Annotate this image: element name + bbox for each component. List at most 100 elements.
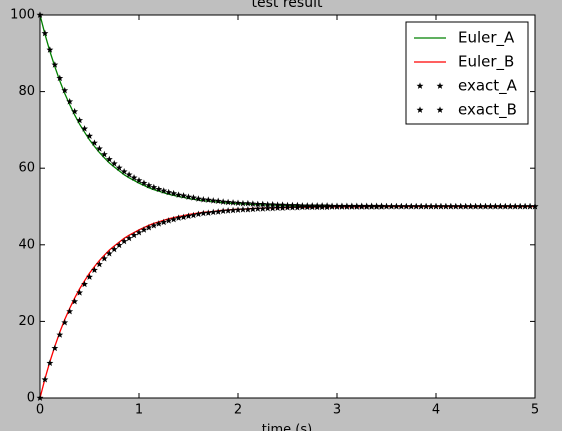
star-marker: [392, 202, 400, 210]
star-marker: [76, 116, 84, 124]
x-axis-label: time (s): [262, 423, 312, 431]
star-marker: [378, 203, 385, 210]
legend-box: [405, 21, 529, 125]
x-tick-label: 5: [531, 403, 539, 418]
star-marker: [194, 195, 202, 202]
star-marker: [56, 331, 64, 338]
star-marker: [41, 376, 49, 383]
star-marker: [348, 203, 356, 210]
star-marker: [71, 107, 79, 115]
star-marker: [95, 260, 103, 268]
star-marker: [160, 218, 168, 226]
star-marker: [91, 266, 98, 273]
star-marker: [373, 203, 381, 210]
star-marker: [100, 150, 108, 158]
star-marker: [298, 203, 306, 211]
star-marker: [264, 200, 272, 208]
star-marker: [293, 204, 301, 211]
star-marker: [333, 203, 341, 210]
star-marker: [86, 273, 93, 280]
star-marker: [61, 318, 69, 326]
star-marker: [199, 196, 207, 203]
star-marker: [105, 155, 113, 163]
star-marker: [81, 125, 88, 132]
star-marker: [254, 205, 262, 212]
star-marker: [308, 203, 316, 211]
star-marker: [397, 202, 405, 210]
star-marker: [482, 202, 489, 210]
star-marker: [313, 203, 321, 211]
star-marker: [244, 205, 252, 213]
star-marker: [279, 204, 286, 211]
star-marker: [432, 202, 440, 210]
star-marker: [244, 199, 252, 207]
star-marker: [234, 206, 242, 213]
star-marker: [130, 231, 138, 239]
star-marker: [135, 176, 143, 184]
star-marker: [155, 220, 163, 227]
star-marker: [402, 202, 410, 210]
star-marker: [338, 203, 346, 210]
x-tick-label: 4: [432, 403, 440, 418]
star-marker: [284, 204, 291, 211]
y-tick-label: 80: [18, 84, 35, 99]
star-marker: [501, 202, 509, 210]
star-marker: [323, 203, 331, 211]
star-marker: [46, 46, 54, 53]
star-marker: [91, 139, 98, 146]
star-marker: [190, 194, 197, 201]
star-marker: [214, 208, 222, 215]
star-marker: [224, 207, 232, 214]
star-marker: [110, 245, 118, 253]
star-marker: [199, 209, 207, 217]
star-marker: [214, 197, 222, 205]
star-marker: [180, 213, 187, 221]
star-marker: [130, 174, 138, 181]
star-marker: [209, 197, 217, 204]
star-marker: [526, 202, 534, 210]
star-marker: [452, 202, 460, 210]
star-marker: [41, 29, 49, 37]
star-marker: [219, 207, 227, 215]
star-marker: [328, 203, 336, 210]
star-marker: [427, 202, 435, 210]
x-tick-label: 3: [333, 403, 341, 418]
star-marker: [165, 217, 173, 224]
star-marker: [185, 193, 192, 200]
legend-label: exact_A: [458, 77, 518, 96]
star-marker: [61, 86, 69, 94]
star-marker: [51, 344, 59, 352]
star-marker: [209, 208, 217, 216]
star-marker: [447, 202, 455, 210]
star-marker: [204, 209, 212, 216]
star-marker: [100, 254, 108, 262]
star-marker: [358, 203, 366, 210]
star-marker: [417, 202, 425, 210]
star-marker: [467, 202, 475, 210]
star-marker: [303, 203, 311, 211]
star-marker: [254, 200, 262, 208]
star-marker: [165, 188, 173, 196]
chart-title: test result: [252, 0, 323, 11]
legend-star: [436, 82, 444, 89]
star-marker: [383, 202, 390, 210]
star-marker: [125, 234, 133, 242]
star-marker: [145, 223, 153, 231]
y-tick-label: 0: [27, 391, 35, 406]
star-marker: [194, 210, 202, 218]
star-marker: [457, 202, 465, 210]
star-marker: [259, 205, 267, 212]
star-marker: [145, 181, 153, 189]
star-marker: [229, 206, 237, 214]
star-marker: [249, 200, 257, 207]
star-marker: [496, 202, 504, 210]
star-marker: [175, 214, 183, 221]
star-marker: [219, 198, 227, 205]
star-marker: [170, 189, 178, 197]
star-marker: [140, 179, 148, 187]
star-marker: [407, 202, 415, 210]
star-marker: [51, 61, 59, 68]
star-marker: [120, 168, 128, 175]
